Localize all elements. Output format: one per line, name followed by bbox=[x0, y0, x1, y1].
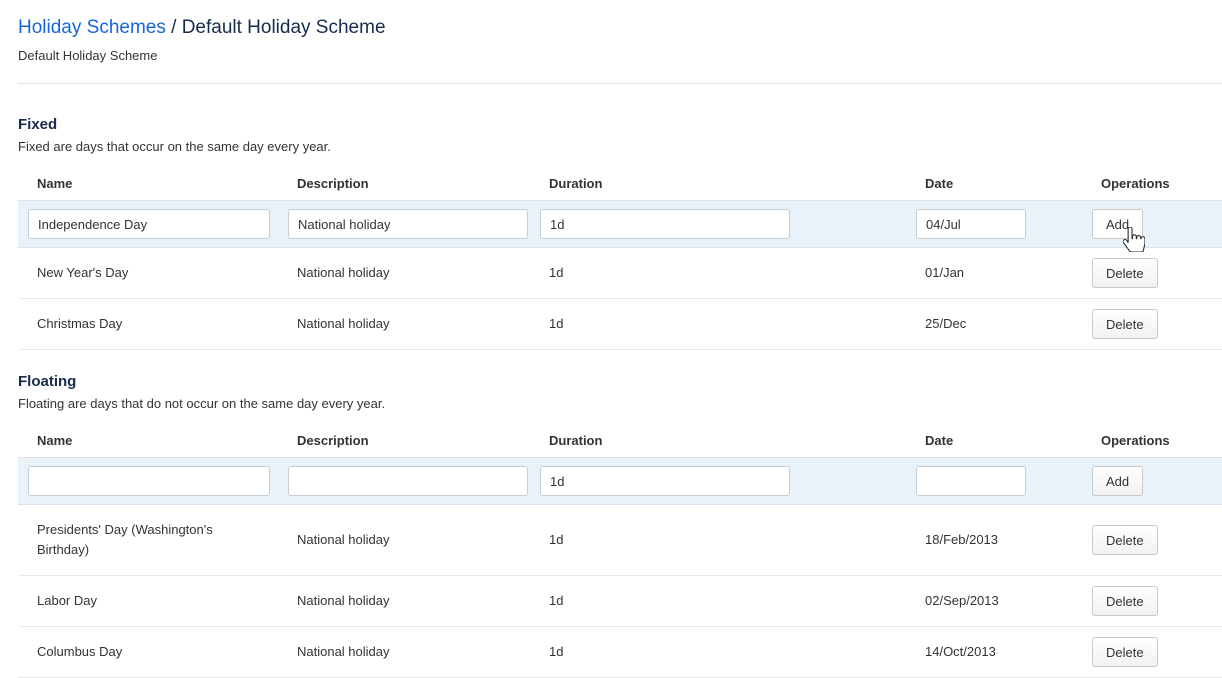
delete-button[interactable]: Delete bbox=[1092, 586, 1158, 616]
holiday-name: Presidents' Day (Washington's Birthday) bbox=[18, 504, 278, 576]
delete-button[interactable]: Delete bbox=[1092, 637, 1158, 667]
holiday-description: National holiday bbox=[278, 247, 530, 299]
breadcrumb-current: Default Holiday Scheme bbox=[181, 17, 386, 38]
holiday-duration: 1d bbox=[530, 504, 906, 576]
holiday-date: 14/Oct/2013 bbox=[906, 626, 1082, 678]
breadcrumb-link[interactable]: Holiday Schemes bbox=[18, 17, 166, 38]
section-title: Floating bbox=[18, 373, 77, 390]
holiday-duration: 1d bbox=[530, 247, 906, 299]
add-button[interactable]: Add bbox=[1092, 466, 1144, 496]
page-subtitle: Default Holiday Scheme bbox=[18, 48, 158, 63]
sections-container: Fixed Fixed are days that occur on the s… bbox=[18, 115, 1222, 678]
add-holiday-row: Add bbox=[18, 457, 1222, 505]
holiday-duration: 1d bbox=[530, 626, 906, 678]
column-header-duration: Duration bbox=[530, 167, 906, 201]
column-header-description: Description bbox=[278, 167, 530, 201]
column-header-date: Date bbox=[906, 424, 1082, 458]
column-header-duration: Duration bbox=[530, 424, 906, 458]
holiday-row: Labor Day National holiday 1d 02/Sep/201… bbox=[18, 575, 1222, 627]
holiday-date: 01/Jan bbox=[906, 247, 1082, 299]
holiday-duration: 1d bbox=[530, 575, 906, 627]
delete-button[interactable]: Delete bbox=[1092, 258, 1158, 288]
holiday-name: Columbus Day bbox=[18, 626, 278, 678]
section-fixed: Fixed Fixed are days that occur on the s… bbox=[18, 115, 1222, 350]
holiday-description: National holiday bbox=[278, 504, 530, 576]
column-header-date: Date bbox=[906, 167, 1082, 201]
description-input[interactable] bbox=[288, 209, 528, 239]
date-input[interactable] bbox=[916, 209, 1026, 239]
holiday-row: Presidents' Day (Washington's Birthday) … bbox=[18, 504, 1222, 576]
column-header-operations: Operations bbox=[1082, 424, 1222, 458]
duration-input[interactable] bbox=[540, 209, 790, 239]
holiday-date: 25/Dec bbox=[906, 298, 1082, 350]
section-floating: Floating Floating are days that do not o… bbox=[18, 372, 1222, 678]
holiday-description: National holiday bbox=[278, 626, 530, 678]
add-button[interactable]: Add bbox=[1092, 209, 1144, 239]
holiday-date: 18/Feb/2013 bbox=[906, 504, 1082, 576]
holiday-name: New Year's Day bbox=[18, 247, 278, 299]
section-title: Fixed bbox=[18, 116, 58, 133]
column-header-name: Name bbox=[18, 424, 278, 458]
section-description: Fixed are days that occur on the same da… bbox=[18, 139, 331, 154]
breadcrumb-separator: / bbox=[171, 17, 177, 38]
holiday-row: Columbus Day National holiday 1d 14/Oct/… bbox=[18, 626, 1222, 678]
holiday-name: Christmas Day bbox=[18, 298, 278, 350]
divider bbox=[18, 83, 1222, 84]
description-input[interactable] bbox=[288, 466, 528, 496]
holiday-row: Christmas Day National holiday 1d 25/Dec… bbox=[18, 298, 1222, 350]
date-input[interactable] bbox=[916, 466, 1026, 496]
name-input[interactable] bbox=[28, 466, 270, 496]
delete-button[interactable]: Delete bbox=[1092, 525, 1158, 555]
column-header-description: Description bbox=[278, 424, 530, 458]
add-holiday-row: Add bbox=[18, 200, 1222, 248]
name-input[interactable] bbox=[28, 209, 270, 239]
holiday-date: 02/Sep/2013 bbox=[906, 575, 1082, 627]
holiday-name: Labor Day bbox=[18, 575, 278, 627]
table-header-row: Name Description Duration Date Operations bbox=[18, 167, 1222, 201]
table-header-row: Name Description Duration Date Operations bbox=[18, 424, 1222, 458]
breadcrumb: Holiday Schemes / Default Holiday Scheme bbox=[18, 16, 1222, 39]
holiday-duration: 1d bbox=[530, 298, 906, 350]
section-description: Floating are days that do not occur on t… bbox=[18, 396, 386, 411]
holiday-description: National holiday bbox=[278, 298, 530, 350]
column-header-name: Name bbox=[18, 167, 278, 201]
holiday-row: New Year's Day National holiday 1d 01/Ja… bbox=[18, 247, 1222, 299]
column-header-operations: Operations bbox=[1082, 167, 1222, 201]
holiday-description: National holiday bbox=[278, 575, 530, 627]
delete-button[interactable]: Delete bbox=[1092, 309, 1158, 339]
duration-input[interactable] bbox=[540, 466, 790, 496]
